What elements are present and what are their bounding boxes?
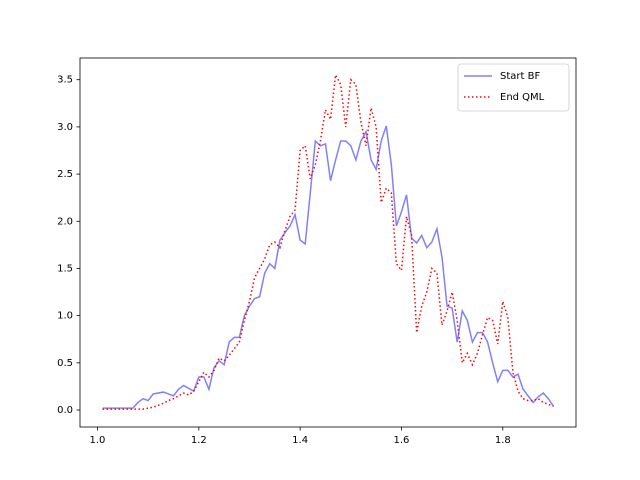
- y-tick-label: 1.0: [57, 311, 73, 322]
- x-tick-label: 1.8: [495, 435, 511, 446]
- x-tick-label: 1.2: [191, 435, 207, 446]
- data-line: [102, 72, 554, 410]
- data-line: [102, 125, 555, 409]
- legend-label: Start BF: [500, 71, 540, 82]
- x-tick-label: 1.0: [90, 435, 106, 446]
- y-tick-label: 2.0: [57, 216, 73, 227]
- y-tick-label: 3.0: [57, 122, 73, 133]
- y-tick-label: 0.5: [57, 358, 73, 369]
- y-tick-label: 3.5: [57, 75, 73, 86]
- y-tick-label: 2.5: [57, 169, 73, 180]
- y-tick-label: 1.5: [57, 263, 73, 274]
- y-tick-label: 0.0: [57, 405, 73, 416]
- x-tick-label: 1.4: [292, 435, 308, 446]
- x-tick-label: 1.6: [394, 435, 410, 446]
- axes-frame: [79, 57, 577, 428]
- legend-label: End QML: [500, 92, 545, 103]
